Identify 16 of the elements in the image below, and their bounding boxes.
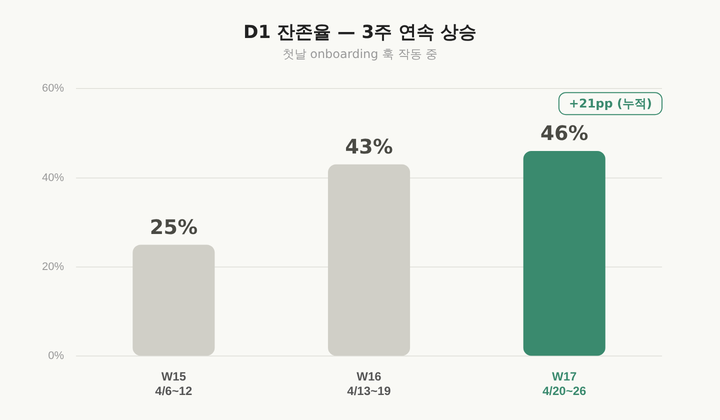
annotation: +21pp (누적)	[568, 96, 652, 111]
chart-title: D1 잔존율 — 3주 연속 상승	[242, 21, 478, 44]
x-tick-label: W16 4/13~19	[347, 370, 392, 398]
y-tick-label: 40%	[42, 172, 64, 184]
bar	[523, 151, 606, 356]
y-tick-label: 20%	[42, 261, 64, 274]
chart-subtitle: 첫날 onboarding 훅 작동 중	[281, 46, 439, 63]
y-tick-label: 60%	[42, 82, 64, 95]
bar	[328, 164, 410, 356]
data-label: 46%	[540, 121, 588, 146]
x-tick-label: W17 4/20~26	[542, 370, 587, 398]
data-label: 43%	[345, 134, 393, 159]
x-tick-label: W15 4/6~12	[155, 370, 193, 398]
data-label: 25%	[150, 214, 198, 239]
y-tick-label: 0%	[48, 350, 64, 362]
bar	[132, 244, 215, 356]
